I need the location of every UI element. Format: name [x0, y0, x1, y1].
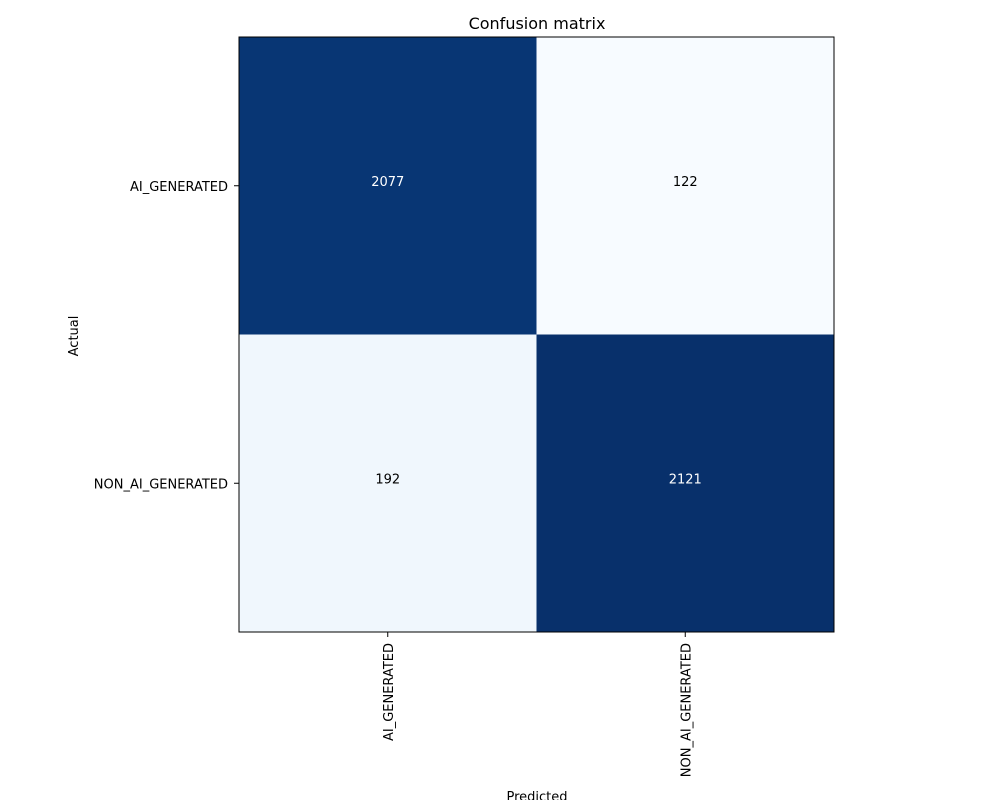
x-tick-label-1: NON_AI_GENERATED [679, 643, 694, 777]
heatmap-cells [239, 37, 835, 633]
cell-value-label-0-1: 122 [673, 175, 698, 190]
chart-title: Confusion matrix [469, 14, 606, 33]
plot-frame [238, 36, 835, 633]
x-tick-label-0: AI_GENERATED [382, 643, 397, 741]
heatmap-cell-0-1 [536, 37, 835, 335]
heatmap-cell-1-1 [536, 334, 835, 633]
x-axis-label: Predicted [506, 790, 567, 800]
cell-value-label-0-0: 2077 [371, 175, 404, 190]
heatmap-cell-1-0 [239, 334, 537, 633]
y-axis-ticks: AI_GENERATED NON_AI_GENERATED [94, 180, 239, 492]
x-axis-ticks: AI_GENERATED NON_AI_GENERATED [382, 632, 694, 777]
y-axis-label: Actual [67, 316, 82, 357]
cell-value-labels: 2077 122 192 2121 [371, 175, 702, 488]
y-tick-label-0: AI_GENERATED [130, 180, 228, 195]
cell-value-label-1-0: 192 [375, 472, 400, 487]
y-tick-label-1: NON_AI_GENERATED [94, 477, 228, 492]
cell-value-label-1-1: 2121 [669, 472, 702, 487]
heatmap-cell-0-0 [239, 37, 537, 335]
